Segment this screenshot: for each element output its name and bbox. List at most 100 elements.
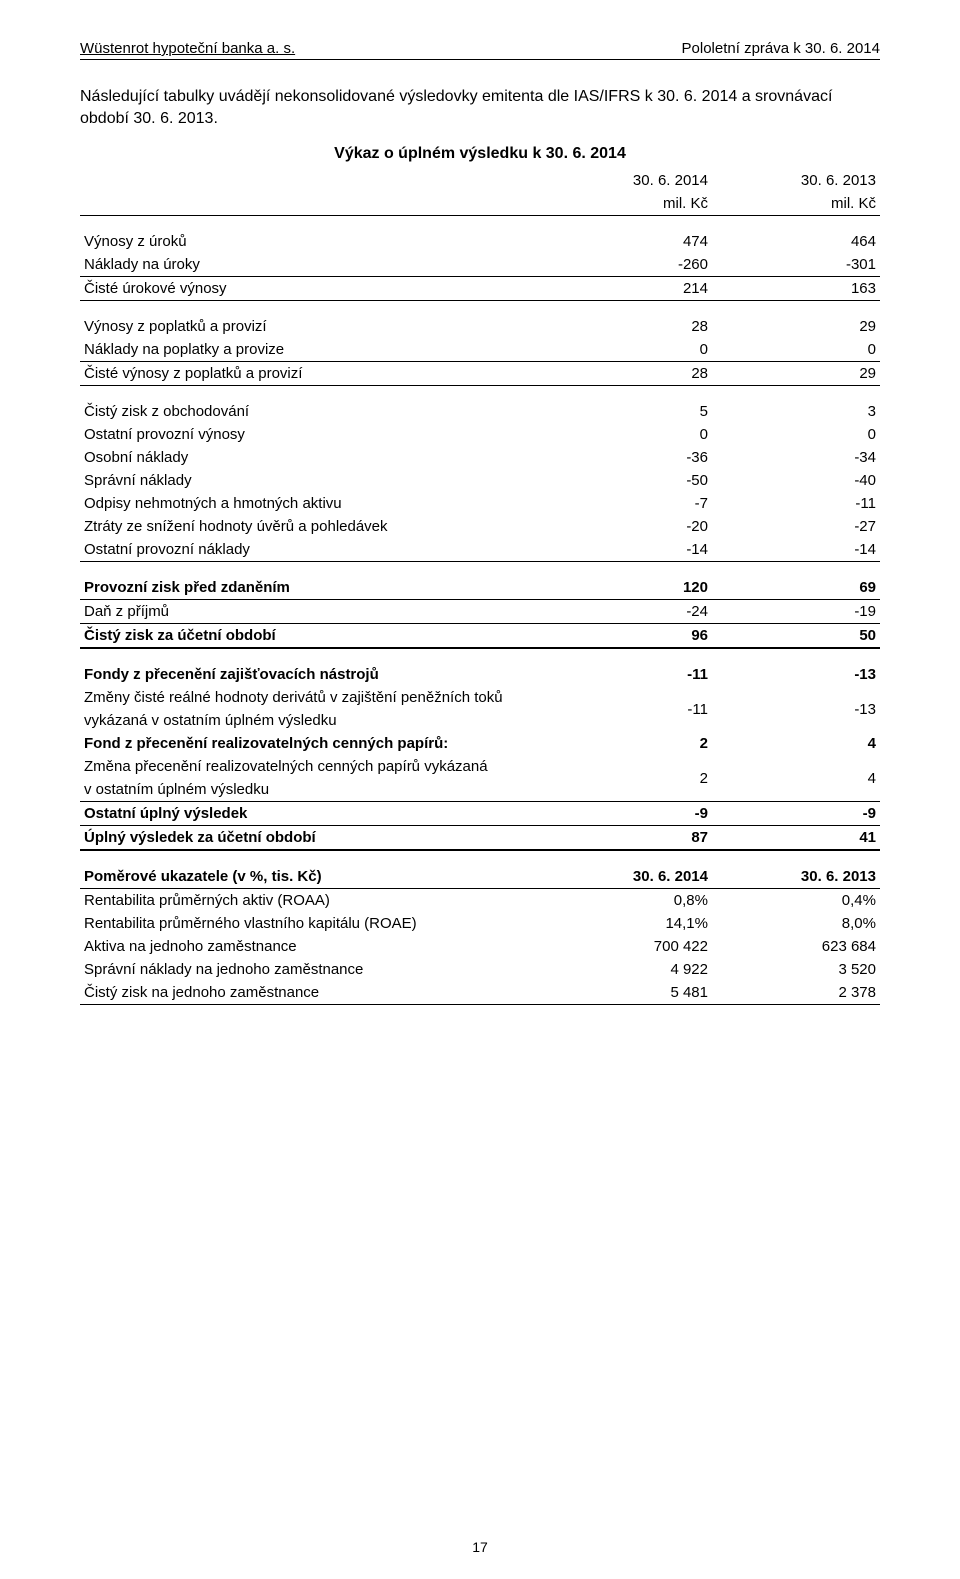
page: Wüstenrot hypoteční banka a. s. Pololetn… — [0, 0, 960, 1579]
row-value: -27 — [712, 515, 880, 538]
row-value: 0,4% — [712, 889, 880, 913]
row-value: -19 — [712, 600, 880, 624]
row-label: Ostatní provozní náklady — [80, 538, 544, 562]
row-value: 29 — [712, 362, 880, 386]
table-row: Správní náklady na jednoho zaměstnance 4… — [80, 958, 880, 981]
row-value: -9 — [712, 802, 880, 826]
row-label: vykázaná v ostatním úplném výsledku — [80, 709, 544, 732]
row-value: 2 — [544, 755, 712, 802]
table-row: Rentabilita průměrných aktiv (ROAA) 0,8%… — [80, 889, 880, 913]
row-value: 214 — [544, 277, 712, 301]
row-label: Ostatní provozní výnosy — [80, 423, 544, 446]
row-value: 4 — [712, 755, 880, 802]
row-value: 28 — [544, 362, 712, 386]
row-label: Rentabilita průměrných aktiv (ROAA) — [80, 889, 544, 913]
table-row: Odpisy nehmotných a hmotných aktivu -7 -… — [80, 492, 880, 515]
row-value: -50 — [544, 469, 712, 492]
page-header: Wüstenrot hypoteční banka a. s. Pololetn… — [80, 40, 880, 60]
col-unit-1: mil. Kč — [544, 192, 712, 216]
table-row: mil. Kč mil. Kč — [80, 192, 880, 216]
row-label: Správní náklady na jednoho zaměstnance — [80, 958, 544, 981]
col-date-2: 30. 6. 2013 — [712, 169, 880, 192]
table-row: Čistý zisk na jednoho zaměstnance 5 481 … — [80, 981, 880, 1005]
row-label: Výnosy z úroků — [80, 230, 544, 253]
income-statement-table: 30. 6. 2014 30. 6. 2013 mil. Kč mil. Kč … — [80, 169, 880, 1005]
row-value: 120 — [544, 576, 712, 600]
table-row: Úplný výsledek za účetní období 87 41 — [80, 826, 880, 851]
row-label: Čistý zisk na jednoho zaměstnance — [80, 981, 544, 1005]
row-label: Fond z přecenění realizovatelných cennýc… — [80, 732, 544, 755]
row-value: 4 922 — [544, 958, 712, 981]
table-row: Daň z příjmů -24 -19 — [80, 600, 880, 624]
table-row: Ostatní úplný výsledek -9 -9 — [80, 802, 880, 826]
row-label: Změny čisté reálné hodnoty derivátů v za… — [80, 686, 544, 709]
row-value: -36 — [544, 446, 712, 469]
row-value: 3 520 — [712, 958, 880, 981]
row-value: 3 — [712, 400, 880, 423]
row-value: 96 — [544, 624, 712, 649]
row-value: 623 684 — [712, 935, 880, 958]
row-value: -14 — [544, 538, 712, 562]
row-label: Čistý zisk z obchodování — [80, 400, 544, 423]
table-row: Rentabilita průměrného vlastního kapitál… — [80, 912, 880, 935]
row-value: 2 378 — [712, 981, 880, 1005]
row-label: Aktiva na jednoho zaměstnance — [80, 935, 544, 958]
table-row: Změny čisté reálné hodnoty derivátů v za… — [80, 686, 880, 709]
row-label: Provozní zisk před zdaněním — [80, 576, 544, 600]
row-value: -14 — [712, 538, 880, 562]
row-value: -11 — [712, 492, 880, 515]
col-date-1: 30. 6. 2014 — [544, 865, 712, 889]
table-row: Čisté výnosy z poplatků a provizí 28 29 — [80, 362, 880, 386]
row-value: 4 — [712, 732, 880, 755]
row-value: -11 — [544, 663, 712, 686]
table-row: Výnosy z úroků 474 464 — [80, 230, 880, 253]
row-label: Daň z příjmů — [80, 600, 544, 624]
table-row: Výnosy z poplatků a provizí 28 29 — [80, 315, 880, 338]
row-label: Čisté výnosy z poplatků a provizí — [80, 362, 544, 386]
row-value: 14,1% — [544, 912, 712, 935]
table-row: Čistý zisk za účetní období 96 50 — [80, 624, 880, 649]
intro-paragraph: Následující tabulky uvádějí nekonsolidov… — [80, 86, 880, 129]
row-label: Osobní náklady — [80, 446, 544, 469]
row-label: Ztráty ze snížení hodnoty úvěrů a pohled… — [80, 515, 544, 538]
row-value: -11 — [544, 686, 712, 732]
row-value: 163 — [712, 277, 880, 301]
row-label: Náklady na poplatky a provize — [80, 338, 544, 362]
ratios-title: Poměrové ukazatele (v %, tis. Kč) — [80, 865, 544, 889]
row-value: -20 — [544, 515, 712, 538]
row-value: 0 — [712, 423, 880, 446]
table-row: Ostatní provozní náklady -14 -14 — [80, 538, 880, 562]
table-row: Aktiva na jednoho zaměstnance 700 422 62… — [80, 935, 880, 958]
row-value: 5 481 — [544, 981, 712, 1005]
table-row: 30. 6. 2014 30. 6. 2013 — [80, 169, 880, 192]
row-label: Čisté úrokové výnosy — [80, 277, 544, 301]
row-value: -260 — [544, 253, 712, 277]
row-value: -301 — [712, 253, 880, 277]
row-value: 2 — [544, 732, 712, 755]
row-value: 28 — [544, 315, 712, 338]
page-number: 17 — [0, 1539, 960, 1555]
row-value: 5 — [544, 400, 712, 423]
row-label: Čistý zisk za účetní období — [80, 624, 544, 649]
row-value: 0 — [712, 338, 880, 362]
table-row: Provozní zisk před zdaněním 120 69 — [80, 576, 880, 600]
row-label: Správní náklady — [80, 469, 544, 492]
row-value: 0 — [544, 423, 712, 446]
col-date-2: 30. 6. 2013 — [712, 865, 880, 889]
row-label: Náklady na úroky — [80, 253, 544, 277]
table-row: Změna přecenění realizovatelných cenných… — [80, 755, 880, 778]
table-row: Ostatní provozní výnosy 0 0 — [80, 423, 880, 446]
header-report-title: Pololetní zpráva k 30. 6. 2014 — [682, 40, 880, 57]
row-label: Úplný výsledek za účetní období — [80, 826, 544, 851]
row-value: 0 — [544, 338, 712, 362]
table-row: Správní náklady -50 -40 — [80, 469, 880, 492]
table-row: Náklady na úroky -260 -301 — [80, 253, 880, 277]
row-value: 69 — [712, 576, 880, 600]
row-value: 29 — [712, 315, 880, 338]
col-date-1: 30. 6. 2014 — [544, 169, 712, 192]
row-value: -13 — [712, 686, 880, 732]
table-row: Čisté úrokové výnosy 214 163 — [80, 277, 880, 301]
table-row: Ztráty ze snížení hodnoty úvěrů a pohled… — [80, 515, 880, 538]
table-row: Fond z přecenění realizovatelných cennýc… — [80, 732, 880, 755]
row-value: 8,0% — [712, 912, 880, 935]
